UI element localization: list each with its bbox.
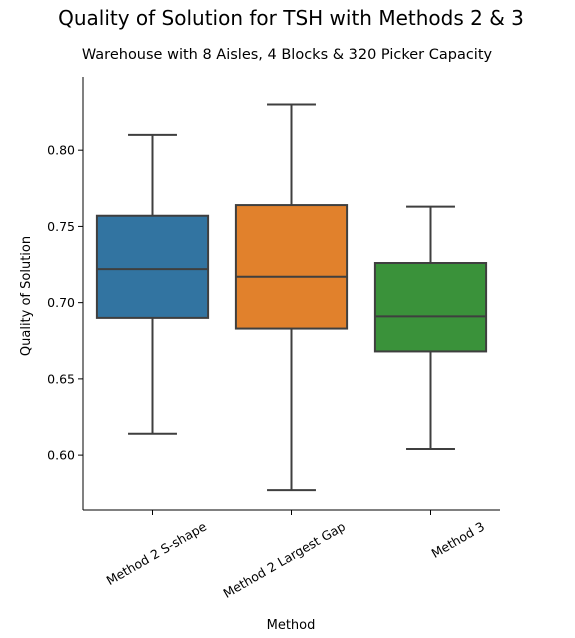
box: [95, 214, 210, 319]
box: [234, 204, 349, 330]
x-tick-label: Method 2 Largest Gap: [220, 519, 348, 601]
chart-subtitle: Warehouse with 8 Aisles, 4 Blocks & 320 …: [82, 47, 493, 63]
x-tick-label: Method 2 S-shape: [104, 518, 210, 588]
y-tick-label: 0.75: [47, 219, 75, 234]
x-axis-label: Method: [267, 618, 316, 633]
y-axis-label: Quality of Solution: [19, 236, 34, 356]
chart-title: Quality of Solution for TSH with Methods…: [58, 6, 524, 30]
y-tick-label: 0.65: [47, 371, 75, 386]
y-tick-label: 0.80: [47, 143, 75, 158]
y-tick-label: 0.70: [47, 295, 75, 310]
box: [373, 262, 488, 353]
x-tick-label: Method 3: [429, 519, 487, 561]
y-tick-label: 0.60: [47, 448, 75, 463]
